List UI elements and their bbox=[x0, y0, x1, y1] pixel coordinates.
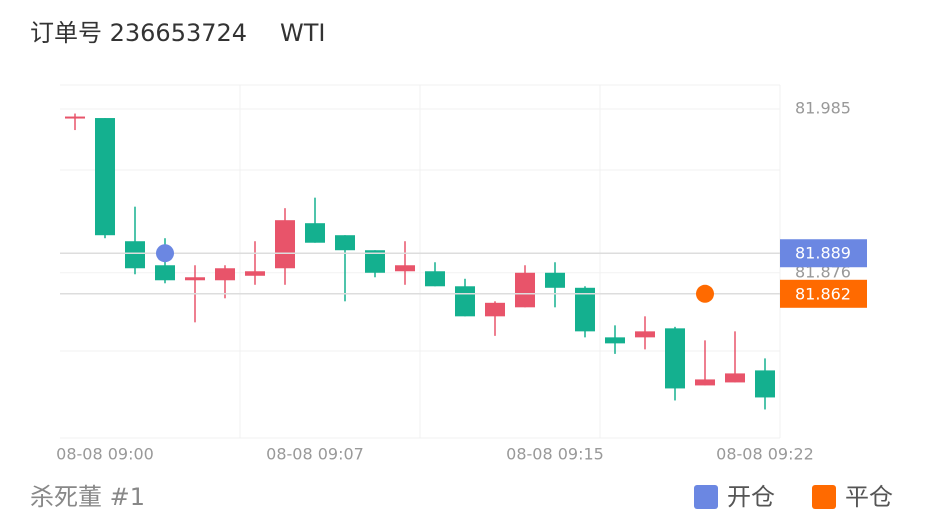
price-tag bbox=[780, 239, 867, 268]
candle-body bbox=[515, 272, 535, 308]
frame bbox=[60, 84, 781, 439]
candle-body bbox=[275, 220, 295, 269]
candle-body bbox=[335, 235, 355, 251]
x-tick-label: 08-08 09:07 bbox=[266, 445, 364, 464]
candle-body bbox=[365, 250, 385, 273]
candle-body bbox=[725, 373, 745, 383]
price-tag-label: 81.862 bbox=[795, 284, 851, 303]
trade-marker bbox=[156, 244, 174, 263]
x-tick-label: 08-08 09:00 bbox=[56, 445, 154, 464]
x-tick-label: 08-08 09:15 bbox=[506, 445, 604, 464]
candle-body bbox=[425, 271, 445, 287]
legend-label: 平仓 bbox=[845, 483, 893, 511]
x-tick-label: 08-08 09:22 bbox=[716, 445, 814, 464]
chart-subtitle: WTI bbox=[280, 19, 325, 47]
candle-body bbox=[455, 286, 475, 317]
candle-body bbox=[695, 379, 715, 386]
candle-body bbox=[125, 241, 145, 269]
candle-body bbox=[395, 265, 415, 272]
candle-body bbox=[65, 116, 85, 119]
candle-body bbox=[245, 271, 265, 276]
candle-body bbox=[215, 268, 235, 281]
legend-label: 开仓 bbox=[727, 483, 775, 511]
candle-body bbox=[755, 370, 775, 398]
candle-body bbox=[545, 272, 565, 288]
trade-marker bbox=[696, 284, 714, 303]
candle-body bbox=[635, 331, 655, 338]
candle-body bbox=[485, 302, 505, 317]
legend-swatch bbox=[812, 485, 836, 509]
footer: 杀死董 #1 bbox=[30, 483, 145, 511]
candle-body bbox=[575, 287, 595, 332]
candle-body bbox=[95, 118, 115, 236]
legend-swatch bbox=[694, 485, 718, 509]
chart-title: 订单号 236653724 bbox=[30, 19, 247, 47]
candle-body bbox=[605, 337, 625, 344]
price-tag bbox=[780, 279, 867, 308]
candle-body bbox=[305, 223, 325, 243]
candle-body bbox=[665, 328, 685, 389]
y-tick-label: 81.985 bbox=[795, 99, 851, 118]
price-tag-label: 81.889 bbox=[795, 244, 851, 263]
candle-body bbox=[155, 265, 175, 281]
candle-body bbox=[185, 277, 205, 281]
